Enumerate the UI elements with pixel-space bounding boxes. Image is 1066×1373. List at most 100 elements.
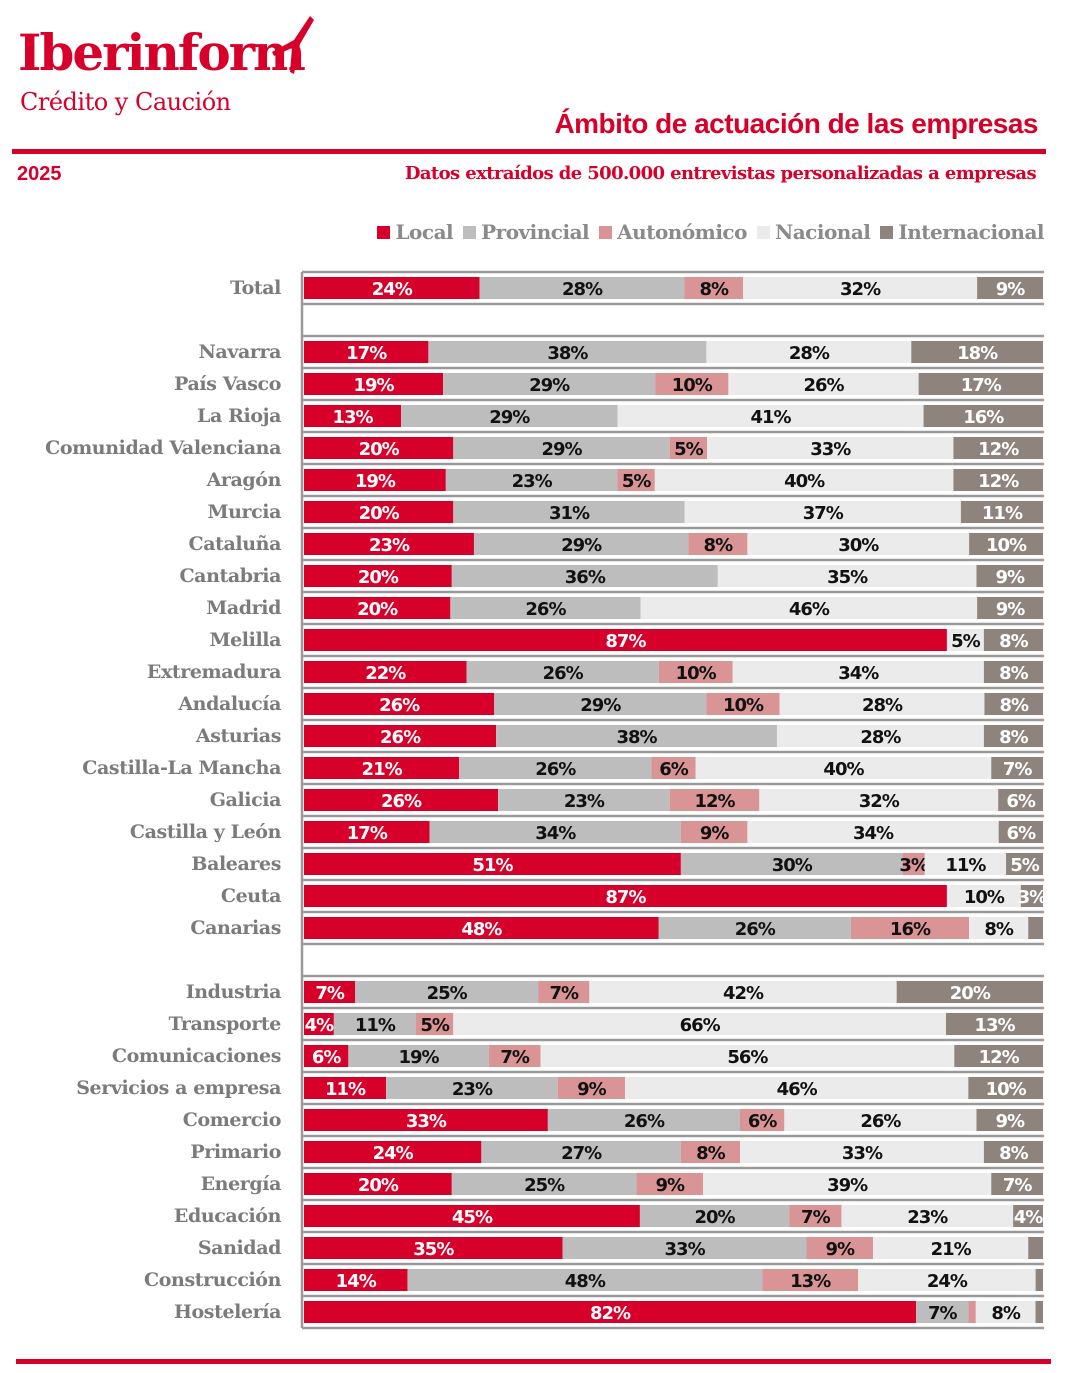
row-label: Andalucía	[177, 693, 281, 715]
footer-divider	[16, 1359, 1051, 1364]
bar-segment-local	[304, 885, 947, 907]
bar-segment-local	[304, 1205, 640, 1227]
data-label: 28%	[789, 343, 830, 364]
data-label: 33%	[665, 1239, 706, 1260]
row-label: Castilla-La Mancha	[82, 757, 281, 779]
bar-segment-internacional	[953, 469, 1043, 491]
data-label: 26%	[860, 1111, 901, 1132]
bar-segment-nacional	[873, 1237, 1029, 1259]
data-label: 8%	[999, 727, 1029, 748]
data-label: 7%	[928, 1303, 958, 1324]
data-label: 38%	[617, 727, 658, 748]
bar-segment-provincial	[407, 1269, 763, 1291]
data-label: 18%	[957, 343, 998, 364]
data-label: 7%	[1003, 759, 1033, 780]
row-label: Murcia	[207, 501, 281, 523]
data-label: 7%	[549, 983, 579, 1004]
data-label: 34%	[838, 663, 879, 684]
bar-segment-internacional	[954, 1045, 1043, 1067]
bar-segment-internacional	[983, 661, 1043, 683]
data-label: 9%	[577, 1079, 607, 1100]
bar-segment-nacional	[703, 1173, 992, 1195]
data-label: 7%	[801, 1207, 831, 1228]
bar-segment-internacional	[984, 693, 1043, 715]
bar-segment-provincial	[459, 757, 652, 779]
data-label: 26%	[525, 599, 566, 620]
data-label: 17%	[346, 343, 387, 364]
bar-segment-nacional	[684, 501, 961, 523]
legend-item-internacional: Internacional	[880, 220, 1044, 244]
bar-segment-provincial	[348, 1045, 489, 1067]
data-label: 6%	[1007, 823, 1037, 844]
data-label: 87%	[605, 887, 646, 908]
bar-segment-autonómico	[669, 789, 760, 811]
bar-segment-provincial	[451, 565, 718, 587]
data-label: 31%	[549, 503, 590, 524]
bar-segment-provincial	[496, 725, 777, 747]
data-label: 21%	[931, 1239, 972, 1260]
bar-segment-provincial	[453, 501, 685, 523]
data-label: 7%	[1003, 1175, 1033, 1196]
legend: Local Provincial Autonómico Nacional Int…	[377, 220, 1044, 244]
bar-segment-internacional	[968, 1077, 1043, 1099]
row-label: Servicios a empresa	[76, 1077, 281, 1099]
bar-segment-local	[304, 981, 356, 1003]
bar-segment-nacional	[740, 1141, 984, 1163]
data-label: 48%	[461, 919, 502, 940]
row-label: Canarias	[190, 917, 281, 939]
row-label: Madrid	[206, 597, 281, 619]
bar-segment-local	[304, 917, 659, 939]
row-label: Asturias	[195, 725, 281, 747]
bar-segment-provincial	[386, 1077, 558, 1099]
bar-segment-internacional	[983, 629, 1043, 651]
bar-segment-nacional	[784, 1109, 977, 1131]
data-label: 82%	[590, 1303, 631, 1324]
data-label: 24%	[373, 1143, 414, 1164]
legend-label: Autonómico	[617, 220, 747, 244]
legend-swatch	[377, 225, 391, 239]
bar-segment-local	[304, 469, 446, 491]
row-label: Construcción	[144, 1269, 282, 1291]
data-label: 8%	[704, 535, 734, 556]
data-label: 26%	[735, 919, 776, 940]
data-label: 24%	[372, 279, 413, 300]
data-label: 32%	[840, 279, 881, 300]
bird-logo-icon	[272, 16, 314, 74]
row-label: Cataluña	[189, 533, 282, 555]
data-label: 20%	[358, 1175, 399, 1196]
data-label: 20%	[359, 503, 400, 524]
legend-item-autonomico: Autonómico	[599, 220, 747, 244]
data-label: 29%	[561, 535, 602, 556]
data-label: 20%	[695, 1207, 736, 1228]
data-label: 11%	[325, 1079, 366, 1100]
bar-segment-provincial	[466, 661, 659, 683]
data-label: 14%	[336, 1271, 377, 1292]
bar-segment-internacional	[1028, 1237, 1043, 1259]
data-label: 12%	[695, 791, 736, 812]
row-label: Educación	[174, 1205, 282, 1227]
data-label: 28%	[562, 279, 603, 300]
logo: Iberinform	[18, 23, 306, 82]
bar-segment-internacional	[1006, 853, 1043, 875]
data-label: 26%	[380, 727, 421, 748]
bar-segment-local	[304, 1013, 334, 1035]
header-divider	[12, 149, 1046, 154]
legend-label: Provincial	[481, 220, 590, 244]
data-label: 20%	[357, 599, 398, 620]
row-label: Comercio	[183, 1109, 281, 1131]
data-label: 34%	[535, 823, 576, 844]
bar-segment-autonómico	[680, 1141, 741, 1163]
data-label: 12%	[978, 471, 1019, 492]
bar-segment-local	[304, 629, 947, 651]
data-label: 11%	[355, 1015, 396, 1036]
data-label: 9%	[996, 599, 1026, 620]
data-label: 38%	[547, 343, 588, 364]
data-label: 9%	[995, 567, 1025, 588]
bar-segment-internacional	[1035, 1269, 1043, 1291]
legend-swatch	[756, 225, 770, 239]
row-label: La Rioja	[197, 405, 281, 427]
bar-segment-internacional	[1028, 917, 1043, 939]
bar-segment-internacional	[896, 981, 1043, 1003]
bar-segment-provincial	[355, 981, 539, 1003]
row-label: Total	[230, 277, 281, 299]
